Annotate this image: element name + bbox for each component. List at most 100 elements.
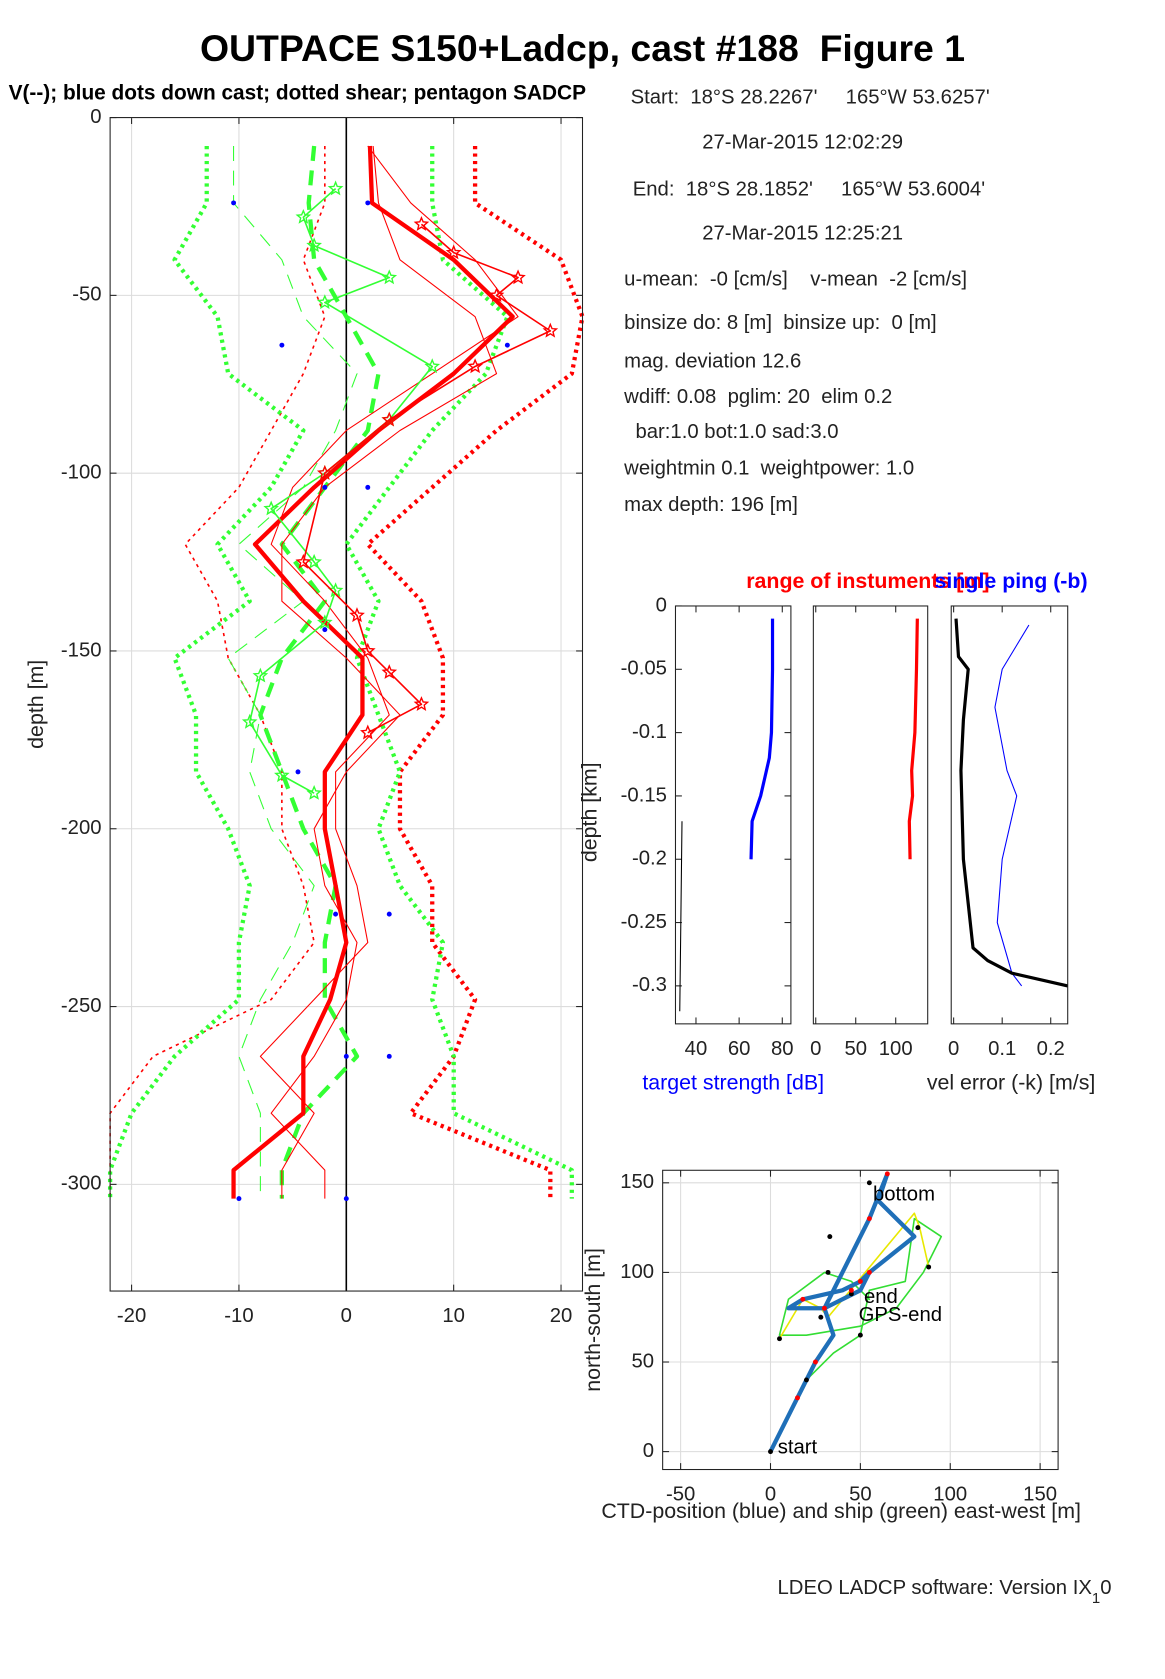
y-tick-label: -150: [61, 639, 102, 661]
x-tick-label: 0: [948, 1038, 959, 1060]
x-tick-label: 0: [765, 1484, 776, 1506]
figure-title: OUTPACE S150+Ladcp, cast #188 Figure 1: [200, 27, 965, 69]
profile-line: [954, 618, 1069, 988]
x-tick-label: 0.2: [1037, 1038, 1065, 1060]
profile-line: [270, 145, 498, 1199]
y-tick-label: -250: [61, 995, 102, 1017]
dot-marker: [504, 342, 510, 348]
star-marker: [263, 500, 280, 516]
y-tick-label: 0: [643, 1440, 654, 1462]
x-tick-label: 0: [341, 1305, 352, 1327]
y-tick-label: -0.05: [621, 658, 667, 680]
footer: LDEO LADCP software: Version IX10: [778, 1578, 1112, 1607]
x-tick-label: -20: [117, 1305, 146, 1327]
panel-title: single ping (-b): [935, 569, 1088, 593]
axes-frame: [812, 605, 929, 1025]
dot-marker: [386, 1053, 392, 1059]
dot-marker: [866, 1269, 872, 1275]
star-marker: [274, 767, 290, 783]
y-tick-label: -300: [61, 1173, 102, 1195]
star-marker: [424, 358, 441, 374]
x-tick-label: 100: [933, 1484, 967, 1506]
dot-marker: [848, 1291, 854, 1297]
dot-marker: [322, 484, 328, 490]
dot-marker: [343, 1196, 349, 1202]
dot-marker: [279, 342, 285, 348]
dot-marker: [825, 1269, 831, 1275]
subtitle: V(--); blue dots down cast; dotted shear…: [9, 82, 587, 105]
dot-marker: [322, 627, 328, 633]
dot-marker: [800, 1296, 806, 1302]
dot-marker: [866, 1216, 872, 1222]
y-tick-label: 0: [656, 594, 667, 616]
x-axis-label: CTD-position (blue) and ship (green) eas…: [601, 1499, 1081, 1523]
y-axis-label: depth [m]: [24, 660, 48, 749]
star-marker: [295, 208, 312, 224]
y-tick-label: -50: [72, 284, 101, 306]
star-marker: [381, 411, 398, 427]
axes-frame: [950, 605, 1069, 1025]
x-tick-label: 50: [849, 1484, 872, 1506]
annotation: GPS-end: [859, 1304, 943, 1326]
dot-marker: [857, 1332, 863, 1338]
dot-marker: [236, 1196, 242, 1202]
star-marker: [381, 269, 398, 285]
star-marker: [317, 464, 333, 480]
profile-line: [227, 145, 358, 1199]
x-axis-label: target strength [dB]: [642, 1070, 824, 1094]
dot-marker: [812, 1359, 818, 1365]
x-tick-label: 10: [442, 1305, 465, 1327]
dot-marker: [333, 911, 339, 917]
profile-line: [365, 145, 585, 1199]
y-tick-label: 150: [620, 1171, 654, 1193]
dot-marker: [827, 1234, 833, 1240]
star-marker: [467, 358, 484, 374]
dot-marker: [795, 1395, 800, 1401]
star-marker: [317, 614, 333, 630]
profile-line: [679, 821, 683, 1012]
profile-line: [248, 188, 434, 794]
profile-line: [907, 618, 919, 860]
x-tick-label: 80: [771, 1038, 794, 1060]
info-line: u-mean: -0 [cm/s] v-mean -2 [cm/s]: [624, 268, 967, 290]
x-tick-label: 0: [810, 1038, 821, 1060]
star-marker: [360, 724, 376, 740]
dot-marker: [777, 1336, 782, 1342]
profile-line: [109, 145, 326, 1199]
annotation: start: [778, 1436, 818, 1458]
star-marker: [317, 294, 333, 310]
dot-marker: [884, 1171, 890, 1177]
dot-marker: [386, 911, 392, 917]
dot-marker: [926, 1264, 932, 1270]
dot-marker: [231, 200, 237, 206]
x-tick-label: 100: [879, 1038, 913, 1060]
axes-frame: [674, 605, 792, 1025]
axes-frame: [109, 117, 584, 1292]
dot-marker: [365, 484, 371, 490]
plot-area: [951, 605, 1068, 1024]
star-marker: [349, 607, 365, 623]
info-line: weightmin 0.1 weightpower: 1.0: [623, 458, 914, 480]
x-axis-label: vel error (-k) [m/s]: [927, 1070, 1095, 1094]
y-tick-label: -200: [61, 817, 102, 839]
dot-marker: [848, 1287, 854, 1293]
star-marker: [359, 642, 376, 658]
x-tick-label: 0.1: [988, 1038, 1016, 1060]
profile-line: [258, 145, 381, 1199]
y-tick-label: -0.25: [621, 911, 667, 933]
profile-line: [107, 145, 306, 1199]
info-line: wdiff: 0.08 pglim: 20 elim 0.2: [623, 386, 892, 408]
info-line: mag. deviation 12.6: [624, 351, 801, 373]
dot-marker: [343, 1053, 349, 1059]
x-tick-label: 20: [550, 1305, 573, 1327]
star-marker: [413, 696, 430, 712]
profile-line: [749, 618, 775, 860]
x-tick-label: -10: [224, 1305, 253, 1327]
profile-line: [768, 1171, 917, 1453]
y-tick-label: 50: [632, 1350, 655, 1372]
y-tick-label: -100: [61, 462, 102, 484]
footer-tail: 0: [1100, 1578, 1111, 1600]
x-tick-label: 60: [728, 1038, 751, 1060]
footer-sub: 1: [1092, 1590, 1100, 1607]
star-marker: [542, 322, 559, 338]
